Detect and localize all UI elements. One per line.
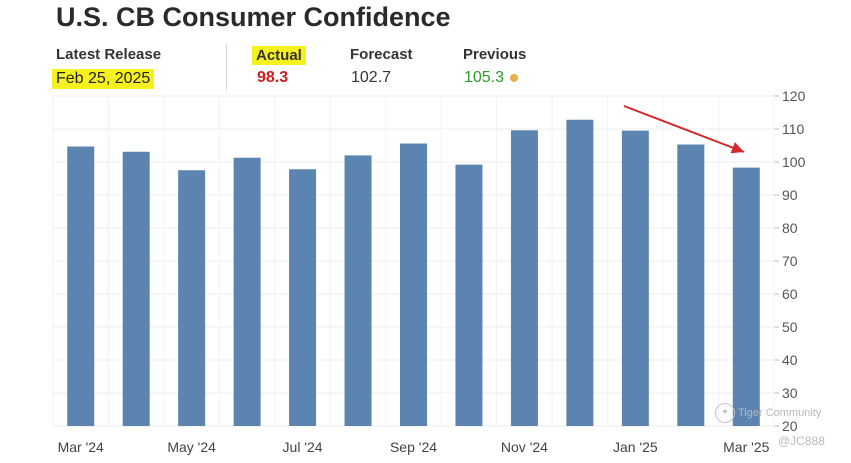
chart-annotation — [623, 105, 745, 154]
bar — [233, 157, 261, 426]
y-tick-label: 110 — [782, 121, 805, 137]
x-tick-label: Mar '25 — [723, 439, 769, 455]
x-tick-label: Jan '25 — [613, 439, 658, 455]
tiger-logo-icon: ✦ — [715, 403, 735, 423]
y-axis-labels: 20 30 40 50 60 70 80 90 100 110 120 — [782, 88, 806, 434]
latest-release-date: Feb 25, 2025 — [52, 69, 155, 89]
bar — [178, 170, 206, 426]
x-tick-label: May '24 — [167, 439, 216, 455]
bar — [67, 146, 95, 427]
forecast-value: 102.7 — [351, 69, 392, 86]
actual-value: 98.3 — [257, 69, 289, 86]
previous-value: 105.3 — [464, 69, 519, 87]
y-tick-label: 80 — [782, 220, 798, 236]
x-tick-label: Sep '24 — [390, 439, 437, 455]
y-tick-label: 50 — [782, 319, 798, 335]
y-tick-label: 70 — [782, 253, 798, 269]
bar — [566, 119, 594, 426]
bar — [621, 130, 649, 426]
y-tick-label: 120 — [782, 88, 806, 104]
y-tick-label: 60 — [782, 286, 798, 302]
x-axis-labels: Mar '24 May '24 Jul '24 Sep '24 Nov '24 Jan '… — [58, 439, 770, 455]
y-tick-label: 30 — [782, 385, 798, 401]
page-title: U.S. CB Consumer Confidence — [56, 2, 451, 32]
watermark-brand: ✦ Tiger Community — [715, 403, 821, 423]
trend-arrow-line — [623, 105, 745, 153]
previous-value-text: 105.3 — [464, 69, 505, 86]
y-tick-label: 90 — [782, 187, 798, 203]
previous-status-dot-icon — [510, 73, 519, 82]
bar — [510, 130, 538, 426]
y-tick-label: 40 — [782, 352, 798, 368]
actual-label: Actual — [252, 46, 306, 65]
bar — [400, 143, 427, 426]
forecast-label: Forecast — [350, 46, 413, 63]
bar — [677, 144, 705, 426]
watermark-user: @JC888 — [778, 434, 825, 448]
trend-arrow-head-icon — [730, 142, 744, 154]
chart-bars — [67, 119, 760, 427]
x-tick-label: Mar '24 — [58, 439, 104, 455]
bar — [732, 167, 760, 427]
bar — [455, 164, 483, 426]
header-divider — [226, 44, 227, 90]
bar — [289, 169, 317, 426]
x-tick-label: Nov '24 — [501, 439, 548, 455]
watermark-brand-text: Tiger Community — [738, 406, 822, 419]
latest-release-label: Latest Release — [56, 46, 162, 63]
previous-label: Previous — [463, 46, 527, 63]
y-tick-label: 100 — [782, 154, 806, 170]
y-tick-label: 20 — [782, 418, 798, 434]
bar — [122, 151, 150, 426]
x-tick-label: Jul '24 — [283, 439, 323, 455]
bar — [344, 155, 372, 426]
